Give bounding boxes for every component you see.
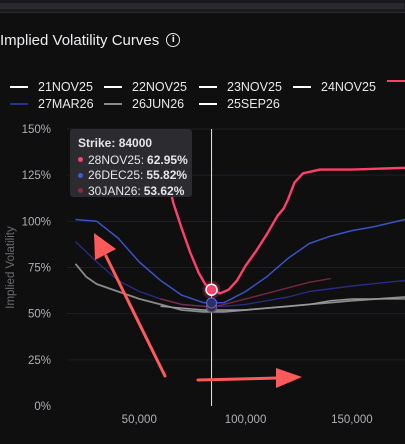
legend-item-27mar26[interactable]: 27MAR26 [10, 97, 94, 111]
legend-swatch [387, 80, 405, 82]
y-axis-label: Implied Volatility [5, 226, 17, 309]
annotation-arrow-1-head [94, 233, 116, 260]
y-tick-labels: 0% 25% 50% 75% 100% 125% 150% [22, 124, 51, 413]
annotation-arrow-1-shaft [104, 254, 167, 378]
legend-swatch [10, 103, 28, 105]
y-tick-label: 100% [22, 216, 51, 228]
tooltip-series-value: 62.95% [147, 152, 188, 167]
legend-item-24nov25[interactable]: 24NOV25 [293, 80, 376, 94]
tooltip-row: 30JAN26: 53.62% [78, 183, 192, 199]
tooltip-strike: Strike: 84000 [78, 136, 192, 150]
annotation-arrows [94, 233, 302, 388]
marker-26dec25 [205, 297, 218, 309]
y-tick-label: 150% [22, 124, 51, 136]
tooltip-row: 28NOV25: 62.95% [78, 152, 192, 168]
tooltip-strike-label: Strike: [78, 136, 116, 150]
legend-item-26jun26[interactable]: 26JUN26 [104, 97, 184, 111]
x-tick-label: 50,000 [122, 414, 157, 426]
y-tick-label: 0% [34, 401, 51, 413]
legend-label: 26JUN26 [132, 97, 185, 111]
crosshair-markers [202, 280, 221, 313]
legend-label: 21NOV25 [38, 80, 93, 94]
series-line-25sep26 [160, 298, 405, 311]
tooltip-series-value: 55.82% [146, 168, 188, 183]
legend-swatch [104, 103, 122, 105]
y-tick-label: 25% [28, 355, 51, 367]
series-line-30jan26 [160, 277, 331, 308]
tooltip-row: 26DEC25: 55.82% [78, 168, 192, 184]
x-tick-labels: 50,000 100,000 150,000 [122, 414, 373, 426]
marker-28nov25 [205, 283, 218, 297]
series-line-28nov25 [163, 165, 405, 295]
chart-title: Implied Volatility Curves [0, 31, 160, 49]
legend-label: 24NOV25 [321, 80, 376, 94]
top-scrollbar[interactable] [0, 0, 405, 13]
scrollbar-thumb[interactable] [0, 3, 404, 9]
legend-item-23nov25[interactable]: 23NOV25 [199, 80, 282, 94]
legend-swatch [10, 86, 28, 88]
legend-swatch [199, 86, 217, 88]
legend-item-21nov25[interactable]: 21NOV25 [10, 80, 93, 94]
legend-label: 27MAR26 [38, 97, 94, 111]
legend-label: 23NOV25 [227, 80, 282, 94]
legend-item-25sep26[interactable]: 25SEP26 [199, 97, 280, 111]
annotation-arrow-2-head [276, 368, 302, 388]
x-tick-label: 150,000 [331, 414, 373, 426]
hover-tooltip: Strike: 84000 28NOV25: 62.95% 26DEC25: 5… [70, 129, 192, 199]
tooltip-series-value: 53.62% [143, 183, 185, 198]
series-line-26dec25 [75, 218, 405, 304]
iv-chart[interactable]: 0% 25% 50% 75% 100% 125% 150% 50,000 100,000 150… [0, 118, 405, 444]
legend: 21NOV25 22NOV25 23NOV25 24NOV25 27MAR26 … [0, 80, 405, 114]
legend-swatch [104, 86, 122, 88]
tooltip-series-name: 26DEC25: [88, 168, 144, 183]
legend-swatch [293, 86, 311, 88]
y-tick-label: 75% [28, 263, 51, 275]
legend-item-22nov25[interactable]: 22NOV25 [104, 80, 187, 94]
tooltip-series-name: 30JAN26: [88, 183, 141, 198]
info-icon[interactable]: i [166, 33, 181, 47]
tooltip-series-name: 28NOV25: [88, 152, 145, 167]
x-tick-label: 100,000 [225, 414, 267, 426]
annotation-arrow-2-shaft [196, 376, 280, 382]
series-dot [78, 172, 83, 178]
tooltip-strike-value: 84000 [118, 136, 153, 150]
legend-swatch [199, 103, 217, 105]
series-dot [78, 157, 83, 163]
legend-item-28nov25[interactable] [387, 80, 405, 82]
y-tick-label: 50% [28, 309, 51, 321]
y-tick-label: 125% [22, 170, 51, 182]
series-dot [78, 188, 83, 194]
legend-label: 25SEP26 [227, 97, 280, 111]
legend-label: 22NOV25 [132, 80, 187, 94]
chart-header: Implied Volatility Curves i [0, 28, 181, 52]
